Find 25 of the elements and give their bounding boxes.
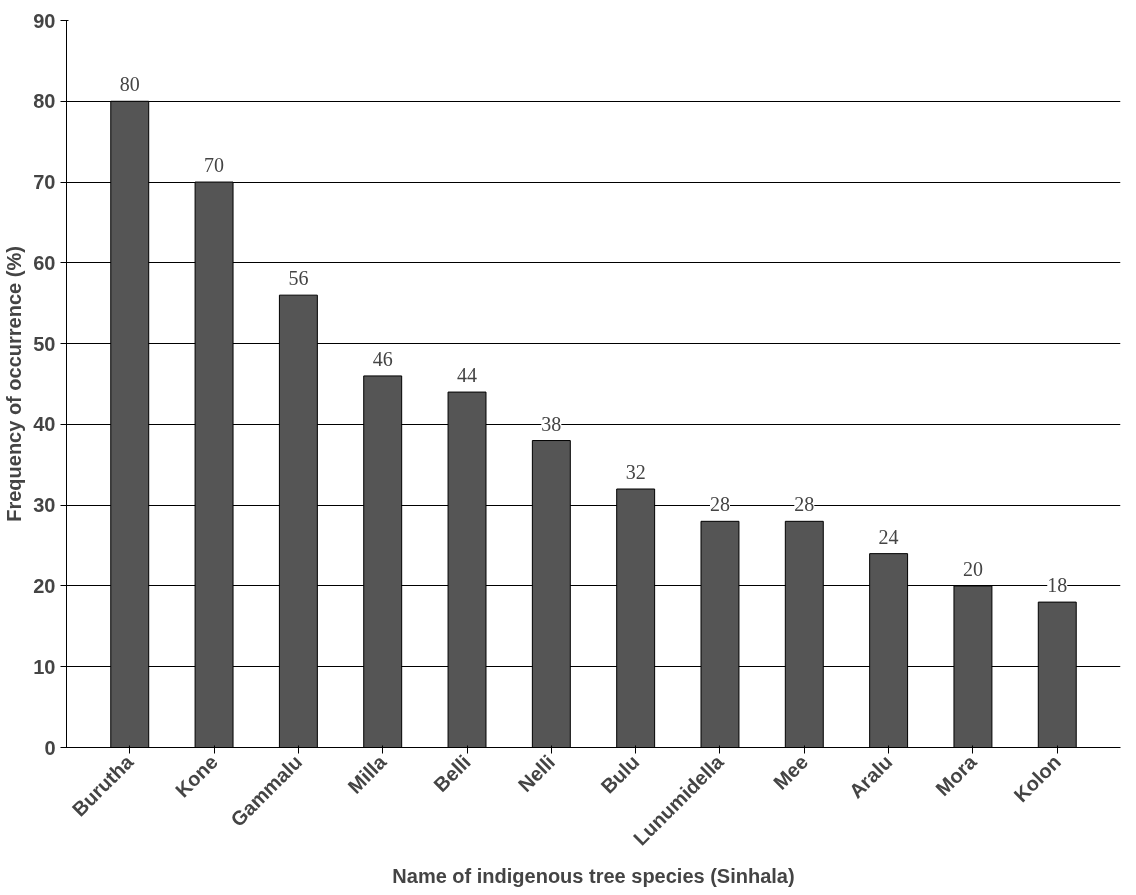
data-label: 80 [119,73,140,96]
y-tick-label: 80 [33,90,56,113]
data-label: 70 [204,154,225,177]
y-tick-label: 90 [33,9,56,32]
data-label: 28 [709,493,730,516]
data-label: 28 [794,493,815,516]
data-label: 56 [288,267,309,290]
y-tick-label: 50 [33,332,56,355]
data-label: 18 [1047,574,1068,597]
data-label: 20 [962,557,983,580]
data-label: 32 [625,461,646,484]
y-tick-label: 70 [33,171,56,194]
y-tick-label: 10 [33,655,56,678]
x-tick-label: Mee [769,750,813,794]
data-label: 46 [372,347,393,370]
y-tick-label: 0 [44,736,56,759]
y-axis-title: Frequency of occurrence (%) [3,246,26,522]
y-tick-label: 40 [33,413,56,436]
y-tick-label: 30 [33,494,56,517]
data-label: 24 [878,525,899,548]
data-label: 38 [541,412,562,435]
y-tick-label: 60 [33,251,56,274]
y-tick-label: 20 [33,574,56,597]
x-axis-title: Name of indigenous tree species (Sinhala) [392,865,795,888]
data-label: 44 [457,364,478,387]
